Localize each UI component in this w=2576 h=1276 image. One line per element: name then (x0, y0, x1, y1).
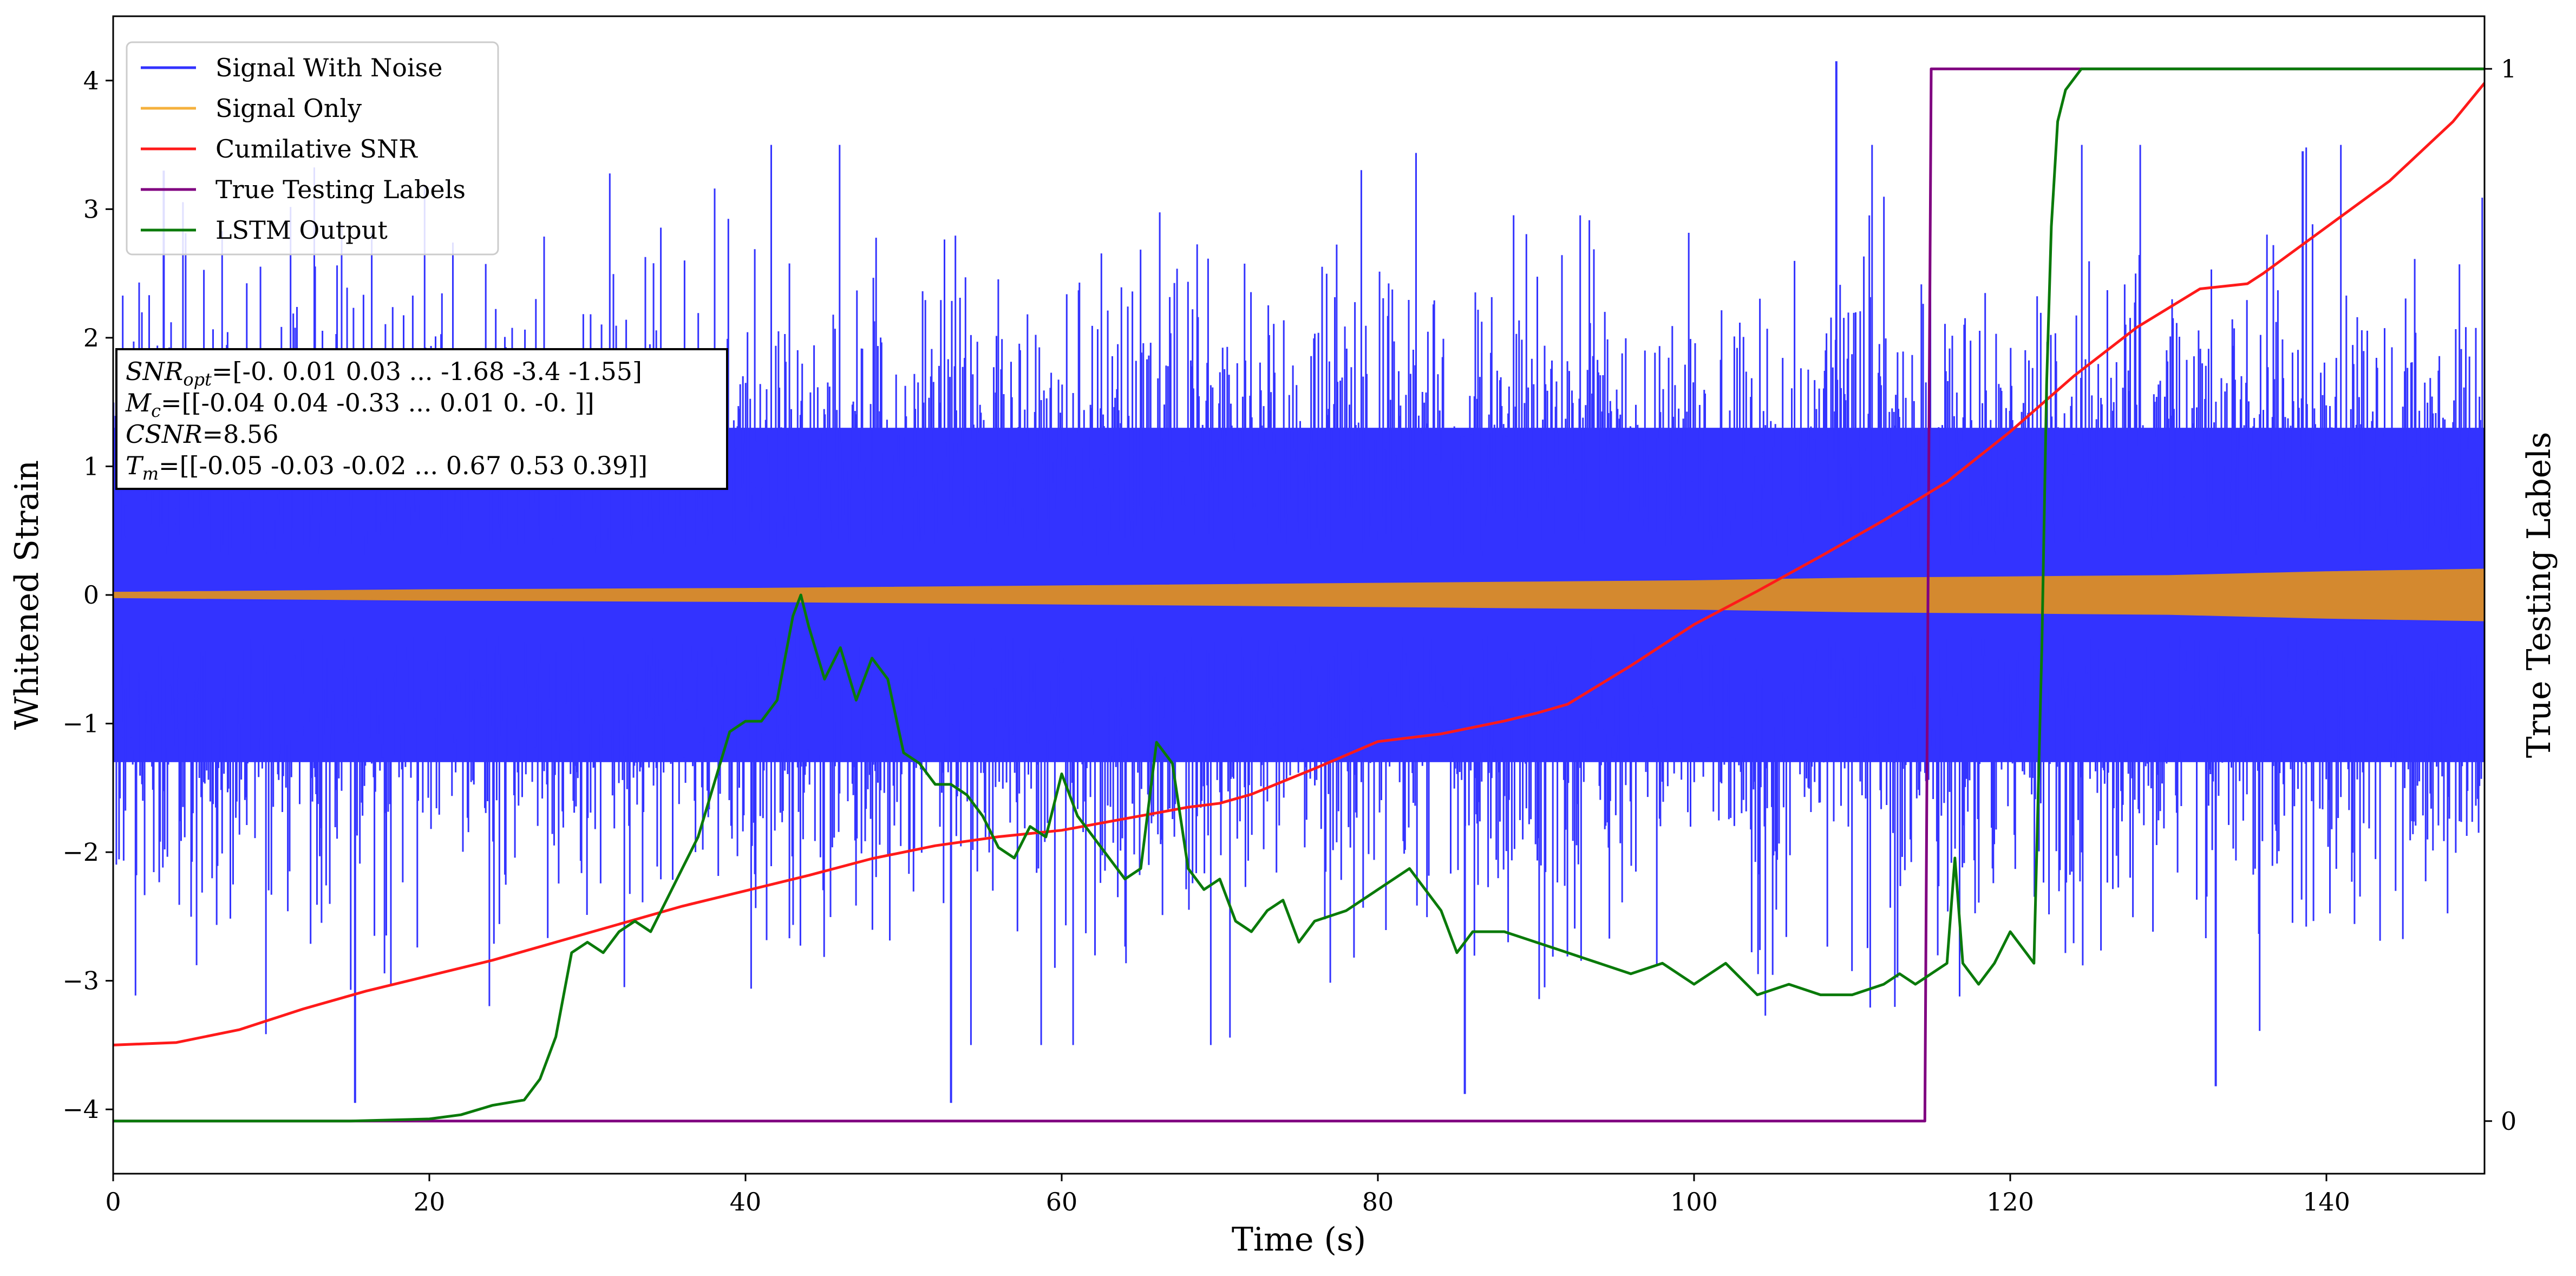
legend-entry-label: Cumilative SNR (215, 134, 418, 163)
y-right-tick-label: 0 (2501, 1107, 2516, 1136)
series-lines-layer (113, 67, 2485, 1123)
y-left-tick-label: 1 (83, 451, 99, 481)
annotation-frame (115, 348, 728, 490)
legend: Signal With Noise Signal Only Cumilative S… (126, 41, 499, 256)
signal-only-envelope (113, 568, 2485, 621)
annotation-symbol: CSNR (126, 420, 202, 449)
annotation-line: CSNR=8.56 (126, 420, 279, 449)
legend-entry-label: LSTM Output (215, 215, 388, 245)
x-tick-label: 60 (1046, 1187, 1078, 1216)
annotation-subscript: c (151, 401, 161, 421)
annotation-value: =[-0. 0.01 0.03 ... -1.68 -3.4 -1.55] (212, 357, 642, 386)
annotation-symbol: T (126, 451, 144, 480)
y-right-tick-label: 1 (2501, 54, 2516, 83)
x-tick-label: 80 (1362, 1187, 1394, 1216)
annotation-value: =[[-0.05 -0.03 -0.02 ... 0.67 0.53 0.39]… (159, 451, 648, 480)
legend-entry-label: True Testing Labels (215, 175, 466, 204)
y-left-tick-label: 0 (83, 580, 99, 610)
annotation-value: =[[-0.04 0.04 -0.33 ... 0.01 0. -0. ]] (161, 388, 594, 417)
annotation-box: SNRopt=[-0. 0.01 0.03 ... -1.68 -3.4 -1.… (115, 348, 728, 490)
y-left-tick-label: −2 (62, 837, 99, 867)
y-left-tick-label: −4 (62, 1095, 99, 1124)
y-left-tick-label: 3 (83, 194, 99, 224)
y-axis-right-label: True Testing Labels (2520, 432, 2558, 758)
annotation-subscript: opt (183, 369, 212, 390)
x-tick-label: 40 (730, 1187, 762, 1216)
annotation-symbol: SNR (126, 357, 183, 386)
legend-entry-label: Signal Only (215, 94, 362, 123)
y-left-tick-label: 4 (83, 66, 99, 95)
lstm-output-line (113, 67, 2485, 1123)
x-axis-label: Time (s) (1232, 1221, 1366, 1259)
legend-entry-label: Signal With Noise (215, 53, 442, 82)
annotation-line: SNRopt=[-0. 0.01 0.03 ... -1.68 -3.4 -1.… (126, 357, 642, 390)
y-axis-left-label: Whitened Strain (8, 460, 46, 730)
cumilative-snr-line (113, 82, 2485, 1046)
annotation-value: =8.56 (202, 420, 279, 449)
x-tick-label: 20 (414, 1187, 446, 1216)
y-left-tick-label: −1 (62, 709, 99, 738)
x-tick-label: 100 (1670, 1187, 1718, 1216)
annotation-subscript: m (142, 463, 159, 484)
x-tick-label: 0 (105, 1187, 121, 1216)
annotation-line: Tm=[[-0.05 -0.03 -0.02 ... 0.67 0.53 0.3… (126, 451, 648, 484)
y-left-tick-label: −3 (62, 966, 99, 996)
x-tick-label: 120 (1986, 1187, 2034, 1216)
x-tick-label: 140 (2303, 1187, 2350, 1216)
legend-frame (126, 41, 499, 256)
y-left-tick-label: 2 (83, 323, 99, 352)
annotation-symbol: M (125, 388, 152, 417)
annotation-line: Mc=[[-0.04 0.04 -0.33 ... 0.01 0. -0. ]] (125, 388, 594, 421)
signal-only-layer (113, 568, 2485, 621)
